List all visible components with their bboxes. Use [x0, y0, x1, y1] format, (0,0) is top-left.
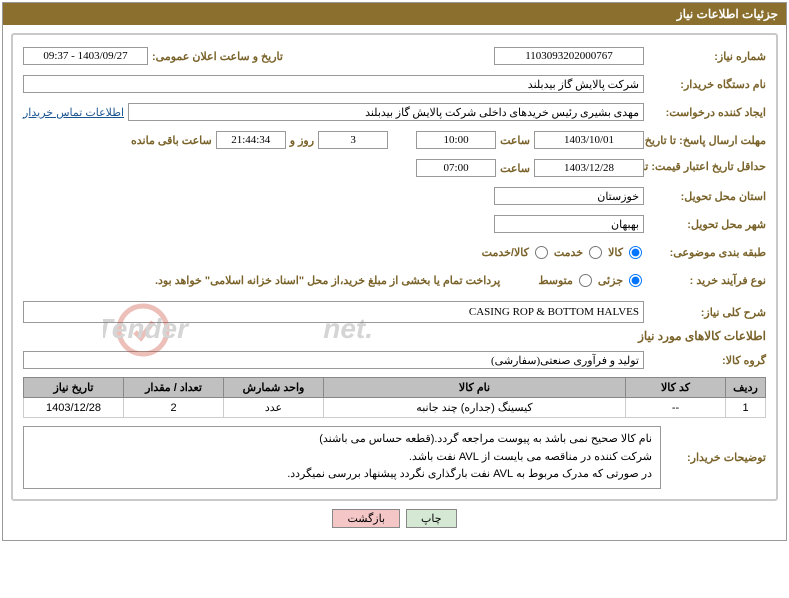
buyer-notes-label: توضیحات خریدار: [661, 426, 766, 489]
buyer-org-value: شرکت پالایش گاز بیدبلند [23, 75, 644, 93]
table-row: 1 -- کیسینگ (جداره) چند جانبه عدد 2 1403… [24, 398, 766, 418]
row-category: طبقه بندی موضوعی: کالا خدمت کالا/خدمت [23, 241, 766, 263]
button-row: چاپ بازگشت [11, 501, 778, 532]
need-number-value: 1103093202000767 [494, 47, 644, 65]
radio-both[interactable] [535, 246, 548, 259]
row-need-number: شماره نیاز: 1103093202000767 تاریخ و ساع… [23, 45, 766, 67]
radio-both-label: کالا/خدمت [482, 246, 529, 259]
city-value: بهبهان [494, 215, 644, 233]
cell-date: 1403/12/28 [24, 398, 124, 418]
print-button[interactable]: چاپ [406, 509, 457, 528]
radio-partial-label: جزئی [598, 274, 623, 287]
row-province: استان محل تحویل: خوزستان [23, 185, 766, 207]
cell-name: کیسینگ (جداره) چند جانبه [324, 398, 626, 418]
form-panel: شماره نیاز: 1103093202000767 تاریخ و ساع… [11, 33, 778, 501]
page-header: جزئیات اطلاعات نیاز [3, 3, 786, 25]
purchase-radio-group: جزئی متوسط [538, 274, 644, 287]
th-code: کد کالا [626, 378, 726, 398]
row-validity: حداقل تاریخ اعتبار قیمت: تا تاریخ: 1403/… [23, 157, 766, 179]
general-desc-label: شرح کلی نیاز: [648, 306, 766, 319]
row-buyer-org: نام دستگاه خریدار: شرکت پالایش گاز بیدبل… [23, 73, 766, 95]
main-frame: جزئیات اطلاعات نیاز AriaTender .net شمار… [2, 2, 787, 541]
row-city: شهر محل تحویل: بهبهان [23, 213, 766, 235]
radio-medium[interactable] [579, 274, 592, 287]
time-label-2: ساعت [500, 162, 530, 175]
buyer-notes-box: نام کالا صحیح نمی باشد به پیوست مراجعه گ… [23, 426, 661, 489]
radio-goods[interactable] [629, 246, 642, 259]
page-title: جزئیات اطلاعات نیاز [677, 7, 778, 21]
row-buyer-notes: توضیحات خریدار: نام کالا صحیح نمی باشد ب… [23, 426, 766, 489]
response-date-value: 1403/10/01 [534, 131, 644, 149]
cell-row: 1 [726, 398, 766, 418]
th-name: نام کالا [324, 378, 626, 398]
buyer-note-line1: نام کالا صحیح نمی باشد به پیوست مراجعه گ… [32, 431, 652, 449]
th-qty: تعداد / مقدار [124, 378, 224, 398]
announce-date-value: 1403/09/27 - 09:37 [23, 47, 148, 65]
province-label: استان محل تحویل: [648, 190, 766, 203]
days-and-label: روز و [290, 134, 314, 147]
general-desc-value: CASING ROP & BOTTOM HALVES [23, 301, 644, 323]
need-number-label: شماره نیاز: [648, 50, 766, 63]
th-unit: واحد شمارش [224, 378, 324, 398]
purchase-type-label: نوع فرآیند خرید : [648, 274, 766, 287]
row-requester: ایجاد کننده درخواست: مهدی بشیری رئیس خری… [23, 101, 766, 123]
goods-info-title: اطلاعات کالاهای مورد نیاز [23, 329, 766, 343]
row-purchase-type: نوع فرآیند خرید : جزئی متوسط پرداخت تمام… [23, 269, 766, 291]
table-header-row: ردیف کد کالا نام کالا واحد شمارش تعداد /… [24, 378, 766, 398]
province-value: خوزستان [494, 187, 644, 205]
row-goods-group: گروه کالا: تولید و فرآوری صنعتی(سفارشی) [23, 349, 766, 371]
response-deadline-label: مهلت ارسال پاسخ: تا تاریخ: [648, 134, 766, 147]
buyer-note-line3: در صورتی که مدرک مربوط به AVL نفت بارگذا… [32, 466, 652, 484]
radio-medium-label: متوسط [538, 274, 573, 287]
row-general-desc: شرح کلی نیاز: CASING ROP & BOTTOM HALVES [23, 301, 766, 323]
requester-label: ایجاد کننده درخواست: [648, 106, 766, 119]
announce-date-label: تاریخ و ساعت اعلان عمومی: [152, 50, 283, 63]
cell-unit: عدد [224, 398, 324, 418]
radio-goods-label: کالا [608, 246, 623, 259]
back-button[interactable]: بازگشت [332, 509, 400, 528]
time-label-1: ساعت [500, 134, 530, 147]
validity-label: حداقل تاریخ اعتبار قیمت: تا تاریخ: [648, 161, 766, 174]
cell-qty: 2 [124, 398, 224, 418]
requester-value: مهدی بشیری رئیس خریدهای داخلی شرکت پالای… [128, 103, 644, 121]
th-row: ردیف [726, 378, 766, 398]
content-area: AriaTender .net شماره نیاز: 110309320200… [3, 25, 786, 540]
response-time-value: 10:00 [416, 131, 496, 149]
goods-table: ردیف کد کالا نام کالا واحد شمارش تعداد /… [23, 377, 766, 418]
category-radio-group: کالا خدمت کالا/خدمت [482, 246, 644, 259]
cell-code: -- [626, 398, 726, 418]
contact-link[interactable]: اطلاعات تماس خریدار [23, 106, 124, 119]
city-label: شهر محل تحویل: [648, 218, 766, 231]
days-count-value: 3 [318, 131, 388, 149]
countdown-value: 21:44:34 [216, 131, 286, 149]
category-label: طبقه بندی موضوعی: [648, 246, 766, 259]
radio-service-label: خدمت [554, 246, 583, 259]
buyer-org-label: نام دستگاه خریدار: [648, 78, 766, 91]
buyer-note-line2: شرکت کننده در مناقصه می بایست از AVL نفت… [32, 449, 652, 467]
row-response-deadline: مهلت ارسال پاسخ: تا تاریخ: 1403/10/01 سا… [23, 129, 766, 151]
remaining-label: ساعت باقی مانده [131, 134, 212, 147]
radio-partial[interactable] [629, 274, 642, 287]
th-date: تاریخ نیاز [24, 378, 124, 398]
validity-date-value: 1403/12/28 [534, 159, 644, 177]
payment-note: پرداخت تمام یا بخشی از مبلغ خرید،از محل … [155, 274, 500, 287]
radio-service[interactable] [589, 246, 602, 259]
goods-group-label: گروه کالا: [648, 354, 766, 367]
goods-group-value: تولید و فرآوری صنعتی(سفارشی) [23, 351, 644, 369]
validity-time-value: 07:00 [416, 159, 496, 177]
